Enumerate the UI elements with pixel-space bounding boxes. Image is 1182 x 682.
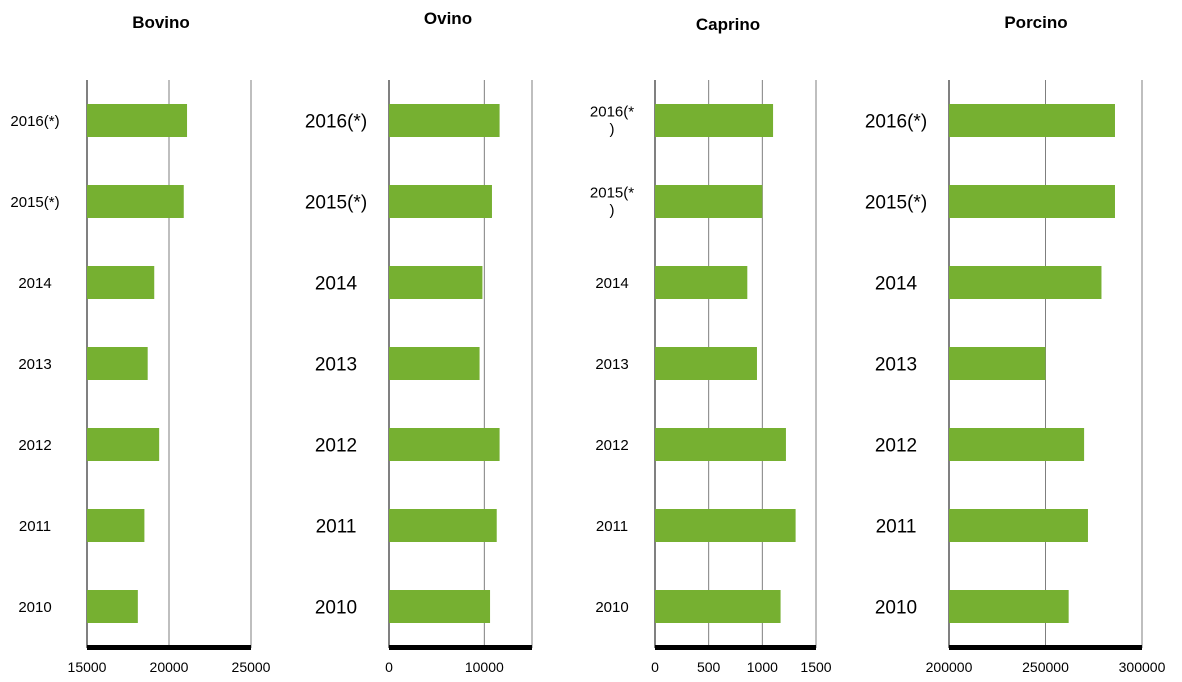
tick-label: 0 bbox=[385, 659, 393, 675]
bar bbox=[389, 266, 483, 299]
bar bbox=[87, 347, 148, 380]
x-axis-line bbox=[949, 645, 1142, 650]
tick-label: 1500 bbox=[800, 659, 831, 675]
x-axis-line bbox=[655, 645, 816, 650]
bar bbox=[389, 185, 492, 218]
bar bbox=[949, 509, 1088, 542]
category-label: 2010 bbox=[875, 597, 917, 618]
bar bbox=[949, 185, 1115, 218]
tick-label: 10000 bbox=[465, 659, 504, 675]
bar bbox=[87, 266, 155, 299]
bar bbox=[655, 104, 774, 137]
category-label: 2011 bbox=[19, 518, 51, 535]
category-label: 2010 bbox=[595, 599, 628, 616]
category-label: 2016(*) bbox=[10, 113, 59, 130]
category-label: 2013 bbox=[315, 354, 357, 375]
category-label: 2012 bbox=[18, 437, 51, 454]
category-label: 2013 bbox=[18, 356, 51, 373]
chart-title: Ovino bbox=[424, 9, 472, 28]
bar bbox=[655, 428, 786, 461]
chart-title: Bovino bbox=[132, 13, 190, 32]
bar bbox=[87, 590, 138, 623]
bar bbox=[87, 185, 184, 218]
bar bbox=[389, 347, 480, 380]
category-label: 2014 bbox=[595, 275, 628, 292]
category-label: 2011 bbox=[876, 516, 917, 537]
bar bbox=[87, 104, 188, 137]
category-label: 2015(*) bbox=[10, 194, 59, 211]
bar bbox=[655, 185, 763, 218]
bar bbox=[655, 266, 748, 299]
category-label: 2015(*) bbox=[590, 185, 634, 219]
category-label: 2010 bbox=[315, 597, 357, 618]
bar bbox=[949, 428, 1085, 461]
tick-label: 200000 bbox=[926, 659, 973, 675]
x-axis-line bbox=[389, 645, 532, 650]
category-label: 2014 bbox=[315, 273, 358, 294]
tick-label: 300000 bbox=[1119, 659, 1166, 675]
bar bbox=[949, 104, 1115, 137]
tick-label: 20000 bbox=[150, 659, 189, 675]
category-label: 2012 bbox=[875, 435, 917, 456]
tick-label: 0 bbox=[651, 659, 659, 675]
category-label: 2016(*) bbox=[590, 104, 634, 138]
bar bbox=[655, 509, 796, 542]
bar bbox=[389, 590, 491, 623]
category-label: 2016(*) bbox=[305, 111, 367, 132]
bar bbox=[389, 428, 500, 461]
category-label: 2010 bbox=[18, 599, 51, 616]
category-label: 2011 bbox=[316, 516, 357, 537]
category-label: 2011 bbox=[596, 518, 628, 535]
category-label: 2016(*) bbox=[865, 111, 927, 132]
bar bbox=[949, 347, 1046, 380]
tick-label: 1000 bbox=[747, 659, 778, 675]
bar bbox=[655, 590, 781, 623]
category-label: 2012 bbox=[595, 437, 628, 454]
bar bbox=[655, 347, 757, 380]
category-label: 2014 bbox=[18, 275, 51, 292]
bar bbox=[87, 428, 160, 461]
bar bbox=[389, 509, 497, 542]
category-label: 2015(*) bbox=[305, 192, 367, 213]
bar bbox=[949, 266, 1102, 299]
chart-title: Porcino bbox=[1004, 13, 1067, 32]
category-label: 2013 bbox=[875, 354, 917, 375]
tick-label: 250000 bbox=[1022, 659, 1069, 675]
tick-label: 500 bbox=[697, 659, 721, 675]
category-label: 2014 bbox=[875, 273, 918, 294]
x-axis-line bbox=[87, 645, 251, 650]
chart-title: Caprino bbox=[696, 15, 760, 34]
bar bbox=[87, 509, 145, 542]
tick-label: 25000 bbox=[232, 659, 271, 675]
category-label: 2012 bbox=[315, 435, 357, 456]
bar bbox=[389, 104, 500, 137]
category-label: 2013 bbox=[595, 356, 628, 373]
category-label: 2015(*) bbox=[865, 192, 927, 213]
tick-label: 15000 bbox=[68, 659, 107, 675]
bar bbox=[949, 590, 1069, 623]
